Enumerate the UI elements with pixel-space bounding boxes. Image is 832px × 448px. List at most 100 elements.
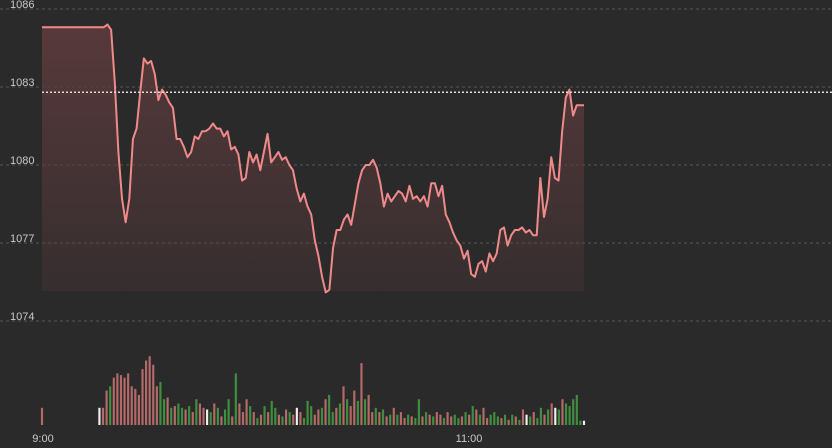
volume-bar (170, 407, 173, 425)
volume-bar (579, 420, 582, 425)
volume-bar (385, 416, 388, 425)
volume-bar (392, 407, 395, 425)
volume-bar (450, 416, 453, 425)
volume-bar (320, 407, 324, 425)
volume-bar (259, 414, 263, 425)
volume-bar (381, 409, 385, 425)
volume-bar (356, 400, 359, 425)
volume-bar (536, 418, 539, 425)
volume-bar (184, 409, 187, 425)
volume-bar (256, 418, 259, 425)
volume-bar (514, 416, 517, 425)
volume-bar (234, 373, 237, 425)
volume-bar (460, 416, 464, 425)
volume-bar (564, 403, 568, 425)
volume-bar (105, 390, 108, 425)
volume-bar (109, 386, 112, 425)
volume-bar (439, 414, 442, 425)
y-tick-label: 1086 (10, 0, 34, 11)
volume-bar (353, 390, 356, 425)
volume-bar (414, 418, 417, 425)
volume-bar (180, 407, 184, 425)
volume-bar (403, 418, 406, 425)
volume-bar (249, 406, 252, 425)
volume-bar (346, 399, 349, 425)
price-line (42, 23, 584, 294)
volume-bar (349, 406, 352, 425)
volume-bar (521, 409, 525, 425)
volume-bar (216, 407, 219, 425)
volume-bar (162, 399, 166, 425)
volume-bar (389, 414, 392, 425)
volume-bar (378, 412, 381, 425)
volume-bar (317, 409, 320, 425)
volume-bar (424, 412, 428, 425)
volume-bar (363, 399, 367, 425)
volume-bar (145, 360, 148, 425)
volume-bar (489, 414, 492, 425)
volume-bar (572, 399, 575, 425)
volume-bar (410, 416, 413, 425)
volume-bar (507, 419, 510, 425)
x-tick-label: 9:00 (32, 433, 53, 445)
volume-bar (127, 373, 130, 425)
volume-bar (471, 406, 474, 425)
volume-bar (270, 400, 273, 425)
volume-bar (417, 399, 420, 425)
volume-bar (209, 412, 212, 425)
volume-bar (525, 414, 528, 425)
y-tick-label: 1074 (10, 311, 34, 323)
volume-bar (159, 382, 162, 425)
volume-bar (342, 386, 345, 425)
volume-bar (561, 399, 564, 425)
volume-bar (478, 414, 481, 425)
volume-bar (141, 369, 144, 425)
volume-bar (396, 414, 399, 425)
volume-bar (457, 418, 460, 425)
volume-bar (557, 409, 560, 425)
volume-bar (371, 412, 374, 425)
volume-bar (328, 394, 331, 425)
x-tick-label: 11:00 (456, 433, 483, 445)
volume-bar (223, 409, 227, 425)
volume-bar (331, 412, 334, 425)
volume-bar (177, 403, 180, 425)
volume-bar (432, 416, 435, 425)
volume-bar (464, 412, 467, 425)
volume-bar (123, 377, 126, 425)
volume-bar (399, 412, 403, 425)
volume-bar (155, 386, 158, 425)
volume-bar (374, 407, 377, 425)
volume-bar (40, 407, 44, 425)
y-tick-label: 1080 (10, 155, 34, 167)
volume-bar (130, 386, 133, 425)
volume-bar (267, 412, 270, 425)
volume-bar (313, 414, 316, 425)
volume-bar (335, 407, 338, 425)
volume-bar (188, 406, 191, 425)
volume-bar (532, 412, 535, 425)
volume-bar (198, 403, 202, 425)
volume-bar (299, 412, 302, 425)
volume-bar (134, 388, 137, 425)
volume-bar (98, 407, 101, 425)
volume-bar (306, 400, 309, 425)
volume-bar (116, 373, 119, 425)
volume-bar (245, 399, 248, 425)
volume-bar (195, 399, 198, 425)
volume-bar (435, 412, 438, 425)
volume-bar (112, 377, 115, 425)
volume-bar (173, 406, 176, 425)
volume-bar (367, 394, 370, 425)
volume-bar (119, 375, 123, 425)
volume-bar (575, 394, 578, 425)
volume-bar (263, 406, 266, 425)
volume-bar (274, 407, 277, 425)
volume-bar (428, 414, 431, 425)
volume-bar (493, 412, 496, 425)
volume-bar (288, 412, 291, 425)
volume-bar (442, 418, 446, 425)
volume-bar (475, 409, 478, 425)
